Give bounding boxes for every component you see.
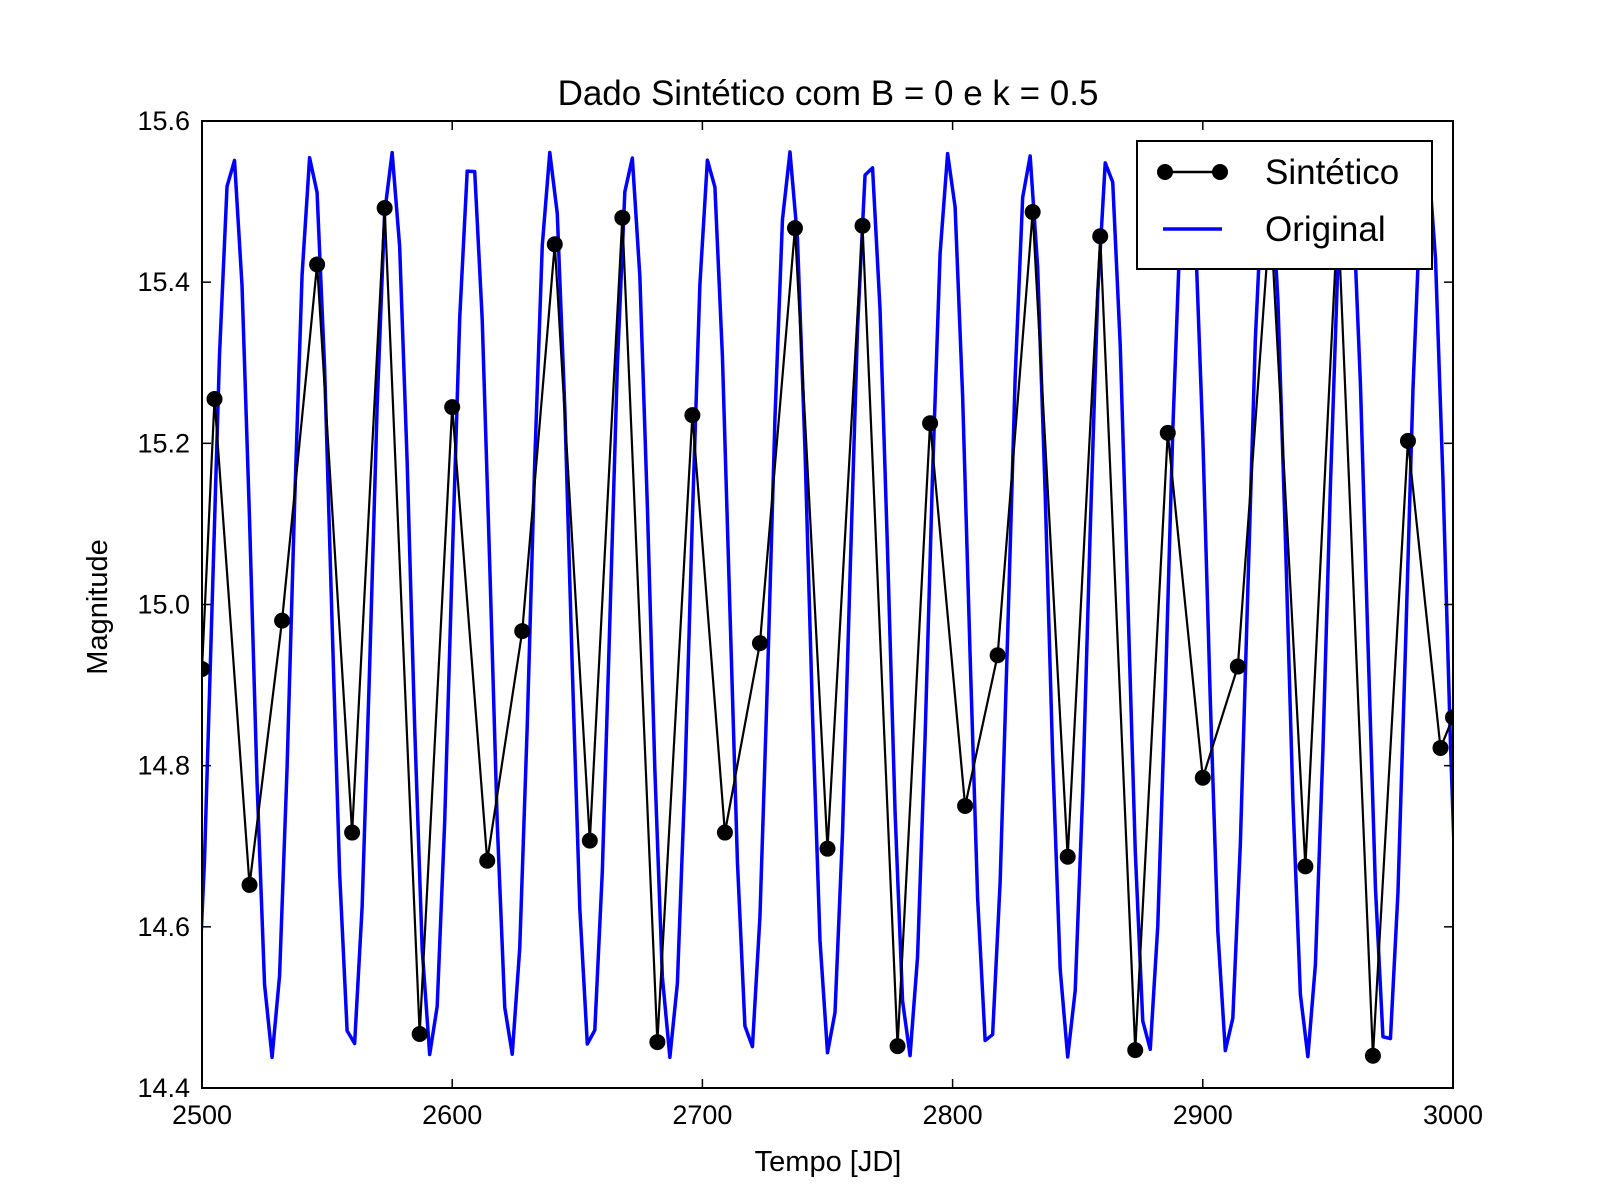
data-point-synthetic <box>1364 1047 1381 1064</box>
data-point-synthetic <box>1432 739 1449 756</box>
series-synthetic <box>202 200 1453 1064</box>
data-point-synthetic <box>1024 204 1041 221</box>
data-point-synthetic <box>1092 228 1109 245</box>
y-tick-label: 15.4 <box>137 267 190 297</box>
data-point-synthetic <box>889 1038 906 1055</box>
data-point-synthetic <box>751 635 768 652</box>
data-point-synthetic <box>344 824 361 841</box>
y-axis-ticks: 14.4 14.6 14.8 15.0 15.2 15.4 15.6 <box>137 106 1453 1103</box>
data-point-synthetic <box>614 209 631 226</box>
y-tick-label: 14.4 <box>137 1073 190 1103</box>
x-tick-label: 2500 <box>172 1100 232 1130</box>
legend: Sintético Original <box>1136 140 1433 270</box>
data-point-synthetic <box>989 647 1006 664</box>
data-point-synthetic <box>546 236 563 253</box>
y-tick-label: 15.2 <box>137 428 190 458</box>
legend-swatch-synthetic-marker-right <box>1212 164 1228 180</box>
data-point-synthetic <box>1194 769 1211 786</box>
data-point-synthetic <box>854 217 871 234</box>
x-tick-label: 2900 <box>1173 1100 1233 1130</box>
data-point-synthetic <box>957 797 974 814</box>
x-tick-label: 3000 <box>1423 1100 1483 1130</box>
data-point-synthetic <box>206 391 223 408</box>
data-point-synthetic <box>444 399 461 416</box>
data-point-synthetic <box>1297 858 1314 875</box>
x-tick-label: 2600 <box>422 1100 482 1130</box>
data-point-synthetic <box>309 256 326 273</box>
y-tick-label: 15.6 <box>137 106 190 136</box>
data-point-synthetic <box>1399 432 1416 449</box>
data-point-synthetic <box>716 824 733 841</box>
data-point-synthetic <box>1059 848 1076 865</box>
data-point-synthetic <box>411 1026 428 1043</box>
y-tick-label: 14.8 <box>137 751 190 781</box>
x-tick-label: 2700 <box>672 1100 732 1130</box>
data-point-synthetic <box>514 623 531 640</box>
y-axis-label: Magnitude <box>82 539 114 674</box>
y-tick-label: 14.6 <box>137 912 190 942</box>
data-point-synthetic <box>581 832 598 849</box>
legend-label-original: Original <box>1265 210 1386 249</box>
data-point-synthetic <box>274 612 291 629</box>
data-point-synthetic <box>202 660 210 677</box>
x-tick-label: 2800 <box>923 1100 983 1130</box>
legend-label-synthetic: Sintético <box>1265 153 1399 192</box>
data-point-synthetic <box>1127 1042 1144 1059</box>
data-point-synthetic <box>241 876 258 893</box>
chart-title: Dado Sintético com B = 0 e k = 0.5 <box>558 74 1099 113</box>
series-original <box>202 149 1453 1060</box>
x-axis-ticks: 2500 2600 2700 2800 2900 3000 <box>172 121 1483 1130</box>
y-tick-label: 15.0 <box>137 590 190 620</box>
x-axis-label: Tempo [JD] <box>755 1146 902 1178</box>
series-line-original <box>202 149 1453 1060</box>
data-point-synthetic <box>1229 658 1246 675</box>
data-point-synthetic <box>922 415 939 432</box>
data-point-synthetic <box>684 407 701 424</box>
data-point-synthetic <box>819 840 836 857</box>
data-point-synthetic <box>649 1034 666 1051</box>
data-point-synthetic <box>1445 709 1453 726</box>
legend-swatch-synthetic-marker-left <box>1157 164 1173 180</box>
data-point-synthetic <box>1159 424 1176 441</box>
data-point-synthetic <box>786 220 803 237</box>
data-point-synthetic <box>376 200 393 217</box>
data-point-synthetic <box>479 852 496 869</box>
legend-box <box>1136 140 1433 270</box>
